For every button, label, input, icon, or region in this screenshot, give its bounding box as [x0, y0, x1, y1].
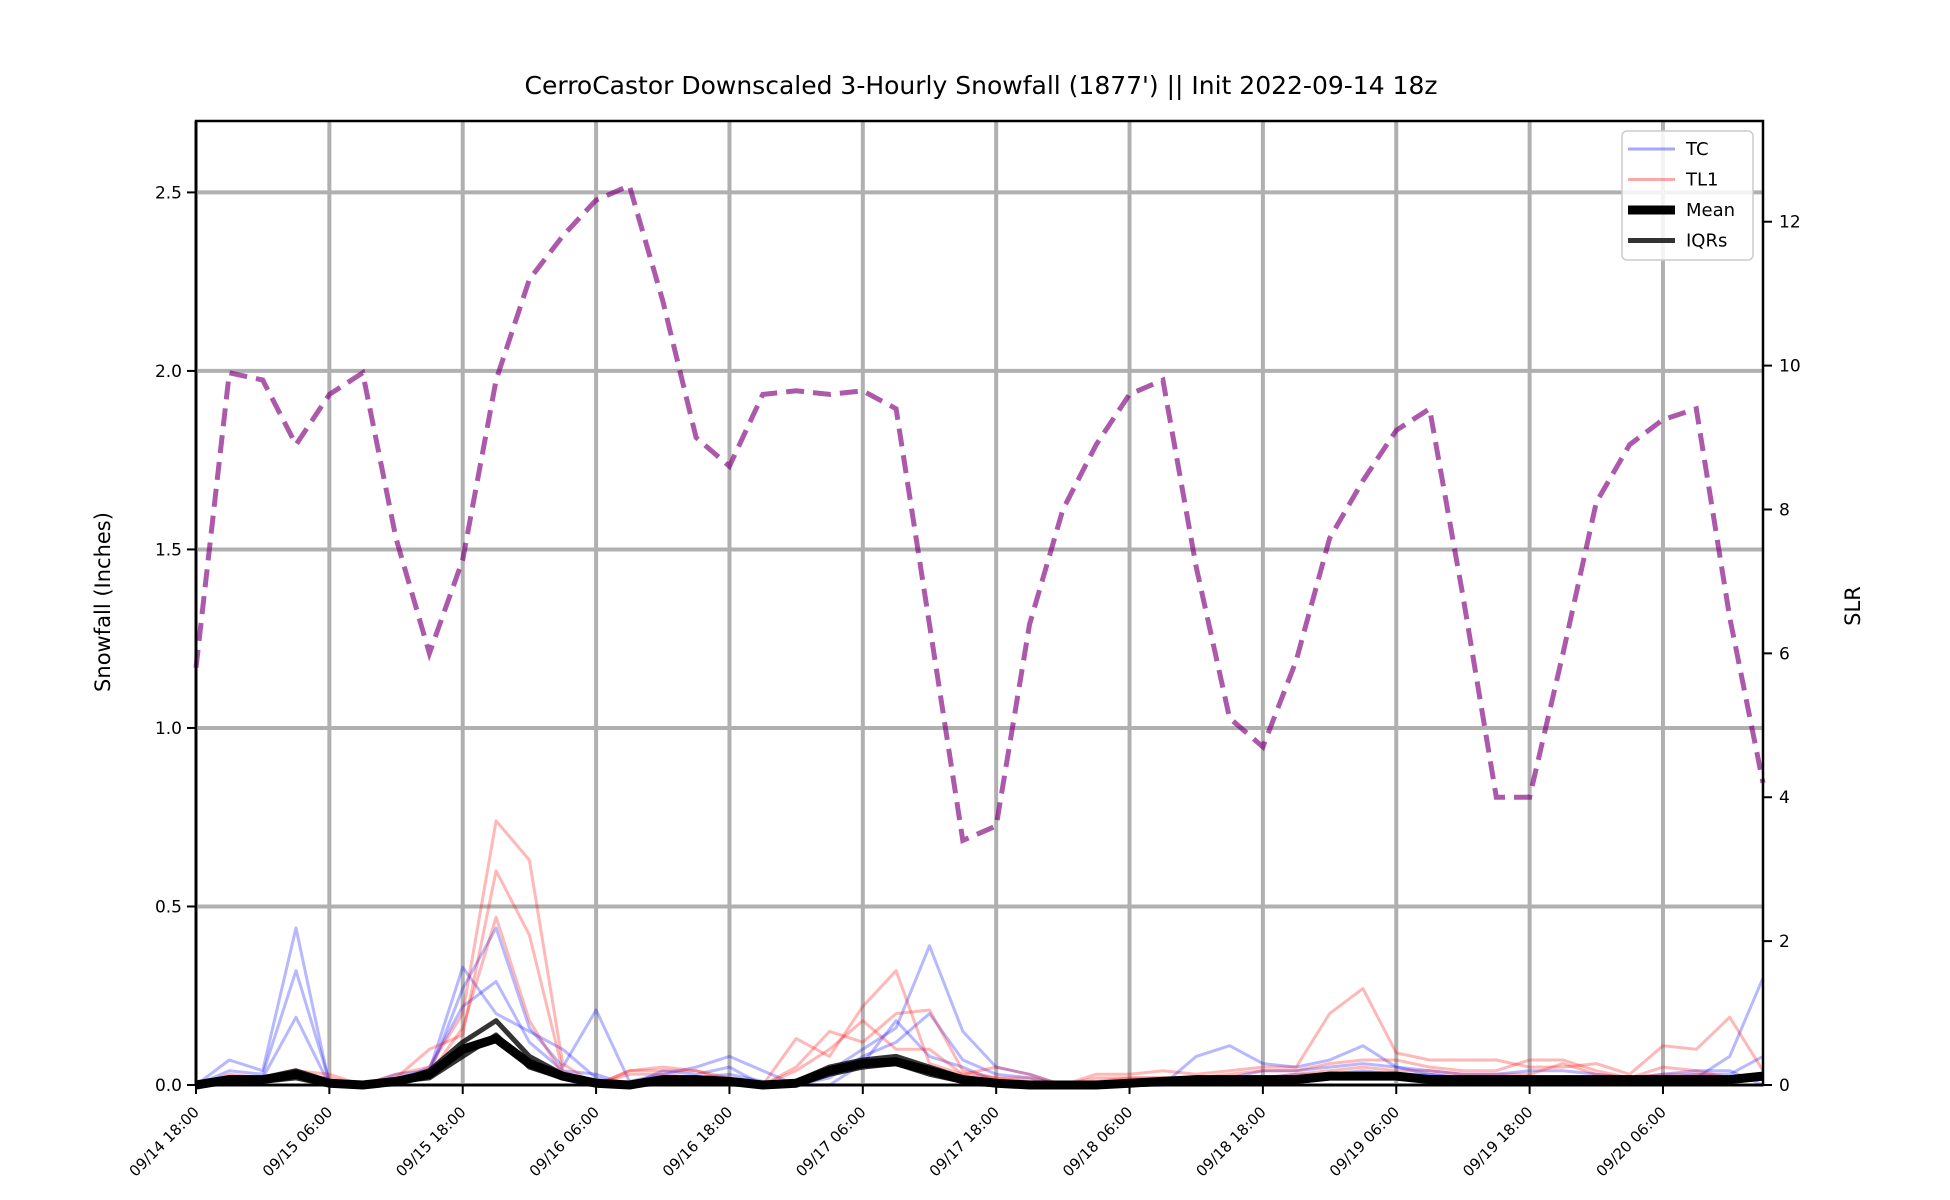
y-tick-label: 1.0 — [155, 719, 182, 739]
y2-tick-label: 6 — [1779, 644, 1790, 664]
x-tick-label: 09/17 18:00 — [926, 1103, 1003, 1180]
y2-tick-label: 8 — [1779, 500, 1790, 520]
series-layer — [195, 819, 1765, 1090]
y-tick-label: 1.5 — [155, 540, 182, 560]
legend-label: Mean — [1686, 200, 1735, 221]
y2-tick-label: 12 — [1779, 213, 1801, 233]
legend-label: TC — [1685, 139, 1709, 160]
x-tick-label: 09/16 18:00 — [659, 1103, 736, 1180]
gridlines — [194, 121, 1763, 1087]
x-tick-label: 09/16 06:00 — [526, 1103, 603, 1180]
slr-line — [193, 182, 1766, 844]
legend-label: IQRs — [1686, 231, 1727, 252]
chart-title: CerroCastor Downscaled 3-Hourly Snowfall… — [525, 71, 1438, 100]
y-tick-label: 2.5 — [155, 183, 182, 203]
y2-axis-label: SLR — [1841, 586, 1865, 626]
y2-tick-label: 4 — [1779, 788, 1790, 808]
series-line-mean — [195, 1034, 1764, 1090]
series-line-tc — [195, 926, 1764, 1087]
y-tick-label: 0.0 — [155, 1076, 182, 1096]
series-line-tl1 — [195, 915, 1763, 1087]
x-tick-label: 09/15 18:00 — [392, 1103, 469, 1180]
x-tick-label: 09/14 18:00 — [126, 1103, 203, 1180]
series-line-tl1 — [195, 869, 1764, 1087]
x-tick-label: 09/20 06:00 — [1593, 1103, 1670, 1180]
y2-tick-label: 2 — [1779, 932, 1790, 952]
x-tick-label: 09/15 06:00 — [259, 1103, 336, 1180]
y2-tick-label: 10 — [1779, 357, 1801, 377]
y-tick-label: 2.0 — [155, 362, 182, 382]
x-tick-label: 09/17 06:00 — [792, 1103, 869, 1180]
x-tick-label: 09/19 06:00 — [1326, 1103, 1403, 1180]
legend: TC TL1 Mean IQRs — [1621, 130, 1754, 261]
legend-box — [1621, 130, 1754, 261]
y-tick-label: 0.5 — [155, 897, 182, 917]
y-axis-label: Snowfall (Inches) — [91, 512, 115, 692]
legend-label: TL1 — [1685, 170, 1718, 191]
x-tick-label: 09/18 18:00 — [1192, 1103, 1269, 1180]
y2-tick-label: 0 — [1779, 1076, 1790, 1096]
x-tick-label: 09/18 06:00 — [1059, 1103, 1136, 1180]
slr-layer — [193, 182, 1766, 844]
series-line-tl1 — [195, 819, 1765, 1087]
x-tick-label: 09/19 18:00 — [1459, 1103, 1536, 1180]
plot-frame — [194, 119, 1765, 1087]
